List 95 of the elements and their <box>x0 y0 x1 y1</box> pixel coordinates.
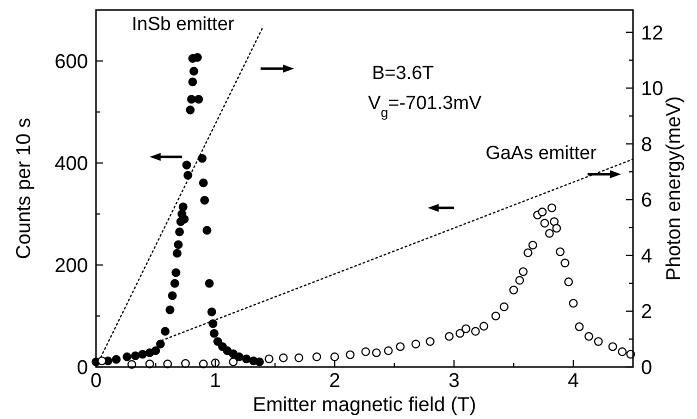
point <box>181 359 190 368</box>
point <box>198 154 207 163</box>
point <box>172 268 180 278</box>
point <box>207 308 216 316</box>
point <box>564 277 573 286</box>
x-tick-label: 2 <box>329 370 340 392</box>
point <box>528 240 538 250</box>
point <box>479 322 488 331</box>
point <box>500 302 509 312</box>
point <box>168 291 177 300</box>
point <box>255 358 264 366</box>
point <box>189 66 198 76</box>
point <box>294 353 304 362</box>
point <box>312 352 322 362</box>
y2-tick-label: 8 <box>641 134 652 156</box>
point <box>594 337 603 346</box>
point <box>444 332 454 341</box>
y2-tick-label: 4 <box>641 245 652 268</box>
point <box>515 276 524 285</box>
y-tick-label: 600 <box>54 51 88 73</box>
point <box>411 340 420 348</box>
annotation: InSb emitter <box>132 14 235 35</box>
point <box>278 353 288 362</box>
annotation: V$_{g}$=-701.3mV <box>368 93 482 120</box>
y-axis-title: Counts per 10 s <box>13 118 35 260</box>
y-tick-label: 400 <box>54 153 88 175</box>
point <box>608 342 618 351</box>
point <box>574 322 584 332</box>
point <box>112 354 121 364</box>
point <box>199 178 208 188</box>
point <box>568 298 578 308</box>
point <box>193 53 202 62</box>
point <box>547 203 556 212</box>
point <box>491 312 500 320</box>
point <box>456 328 464 338</box>
y2-tick-label: 10 <box>641 78 664 100</box>
y2-tick-label: 2 <box>641 301 652 324</box>
y2-axis-title: Photon energy(meV) <box>663 96 685 281</box>
point <box>172 248 182 258</box>
point <box>174 240 183 249</box>
point <box>182 160 192 170</box>
point <box>122 352 132 362</box>
point <box>552 224 562 233</box>
point <box>138 350 147 359</box>
point <box>188 78 198 86</box>
point <box>178 202 188 212</box>
y2-tick-label: 12 <box>641 22 664 44</box>
point <box>396 342 405 351</box>
point <box>194 94 204 104</box>
point <box>584 332 594 341</box>
point <box>160 326 170 336</box>
point <box>462 324 470 334</box>
point <box>524 248 532 258</box>
x-axis-title: Emitter magnetic field (T) <box>252 394 476 416</box>
point <box>550 217 559 226</box>
point <box>346 350 355 360</box>
annotation: B=3.6T <box>372 63 434 84</box>
point <box>471 326 480 336</box>
point <box>186 106 195 114</box>
point <box>202 226 212 235</box>
x-tick-label: 0 <box>90 370 102 392</box>
point <box>426 337 435 346</box>
y-tick-label: 200 <box>54 255 88 277</box>
point <box>509 286 518 294</box>
point <box>200 196 209 205</box>
point <box>208 319 218 328</box>
point <box>545 228 554 238</box>
point <box>556 247 565 256</box>
point <box>361 347 370 356</box>
y2-tick-label: 6 <box>641 190 652 212</box>
point <box>228 358 238 366</box>
point <box>175 227 184 236</box>
x-tick-label: 3 <box>448 370 460 392</box>
point <box>170 278 180 288</box>
point <box>538 208 547 216</box>
point <box>560 258 570 268</box>
point <box>130 351 140 360</box>
x-tick-label: 4 <box>568 370 579 392</box>
point <box>242 354 251 364</box>
point <box>264 354 274 364</box>
point <box>98 356 106 366</box>
point <box>540 218 550 228</box>
point <box>204 278 214 288</box>
point <box>372 348 381 358</box>
point <box>187 94 196 104</box>
point <box>618 347 627 356</box>
annotation: GaAs emitter <box>486 143 598 164</box>
point <box>210 328 219 338</box>
point <box>166 305 174 314</box>
point <box>151 346 160 356</box>
point <box>156 340 165 348</box>
x-tick-label: 1 <box>210 370 221 392</box>
point <box>384 346 393 356</box>
point <box>518 267 528 276</box>
point <box>330 352 340 362</box>
